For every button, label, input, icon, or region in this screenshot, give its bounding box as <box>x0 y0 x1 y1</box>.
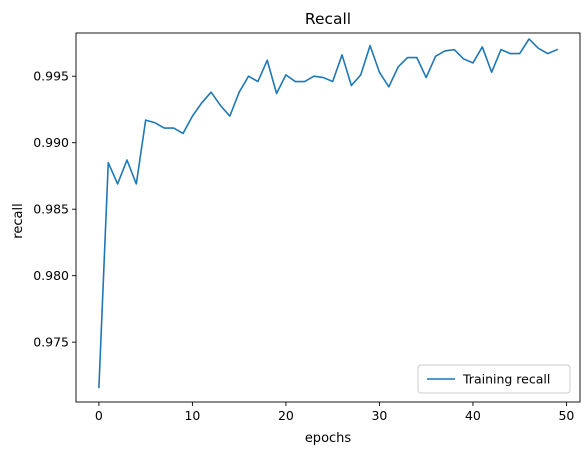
x-tick-label: 50 <box>558 408 574 423</box>
x-axis-label: epochs <box>305 431 352 446</box>
legend-label: Training recall <box>462 372 550 387</box>
y-tick-label: 0.980 <box>33 268 69 283</box>
plot-area: 0 10 20 30 40 50 0.975 0.980 0.985 0.990 0.995 Trai… <box>33 32 581 423</box>
x-tick-label: 0 <box>95 408 103 423</box>
chart-title: Recall <box>305 10 351 28</box>
y-tick-label: 0.990 <box>33 135 69 150</box>
x-tick-label: 10 <box>184 408 200 423</box>
y-axis-label: recall <box>11 203 26 238</box>
y-tick-label: 0.975 <box>33 335 69 350</box>
x-tick-label: 20 <box>278 408 294 423</box>
y-tick-label: 0.995 <box>33 69 69 84</box>
series-line-0 <box>98 38 559 389</box>
y-tick-label: 0.985 <box>33 202 69 217</box>
legend-box <box>417 364 571 394</box>
axes-frame <box>75 32 581 403</box>
x-tick-label: 40 <box>465 408 481 423</box>
x-tick-label: 30 <box>371 408 387 423</box>
